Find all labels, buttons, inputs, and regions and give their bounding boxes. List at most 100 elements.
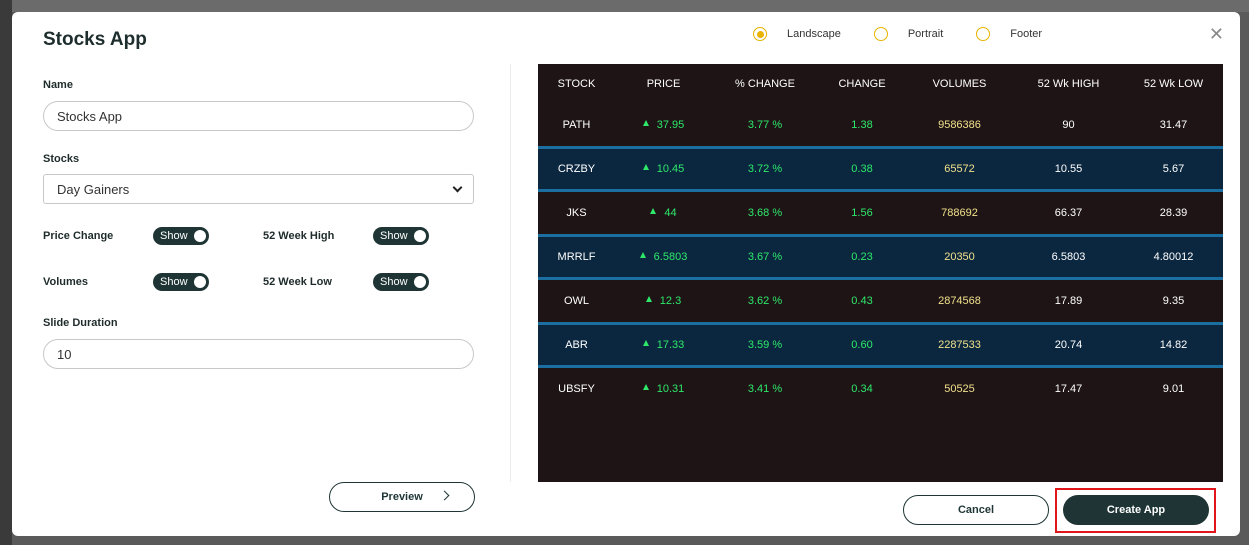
header-stock: STOCK bbox=[557, 78, 596, 90]
up-arrow-icon bbox=[642, 384, 649, 390]
week-low-label: 52 Week Low bbox=[263, 276, 332, 288]
price-value: 10.45 bbox=[656, 163, 685, 175]
slide-duration-input[interactable]: 10 bbox=[43, 339, 474, 369]
table-body: PATH 37.95 3.77 % 1.38 9586386 90 31.47 CRZBY 10… bbox=[538, 104, 1223, 410]
cell-change: 0.23 bbox=[851, 251, 873, 263]
cell-pct-change: 3.67 % bbox=[747, 251, 783, 263]
cell-volumes: 20350 bbox=[944, 251, 975, 263]
up-arrow-icon bbox=[642, 120, 649, 126]
cell-price: 6.5803 bbox=[615, 251, 712, 263]
cell-pct-change: 3.59 % bbox=[747, 339, 783, 351]
up-arrow-icon bbox=[650, 208, 657, 214]
table-row: PATH 37.95 3.77 % 1.38 9586386 90 31.47 bbox=[538, 104, 1223, 146]
header-52wk-high: 52 Wk HIGH bbox=[1037, 78, 1100, 90]
backdrop bbox=[0, 0, 1249, 12]
cell-volumes: 9586386 bbox=[938, 119, 981, 131]
cell-change: 1.56 bbox=[851, 207, 873, 219]
slide-duration-label: Slide Duration bbox=[43, 317, 118, 329]
cell-price: 12.3 bbox=[615, 295, 712, 307]
cell-stock: UBSFY bbox=[558, 383, 595, 395]
header-pct-change: % CHANGE bbox=[735, 78, 795, 90]
volumes-label: Volumes bbox=[43, 276, 89, 288]
backdrop-left bbox=[0, 0, 12, 545]
price-value: 6.5803 bbox=[653, 251, 688, 263]
cell-price: 10.31 bbox=[615, 383, 712, 395]
up-arrow-icon bbox=[642, 164, 649, 170]
cell-pct-change: 3.77 % bbox=[747, 119, 783, 131]
up-arrow-icon bbox=[642, 340, 649, 346]
volumes-toggle[interactable]: Show bbox=[153, 273, 209, 291]
table-row: MRRLF 6.5803 3.67 % 0.23 20350 6.5803 4.80012 bbox=[538, 234, 1223, 280]
name-input[interactable]: Stocks App bbox=[43, 101, 474, 131]
week-high-label: 52 Week High bbox=[263, 230, 335, 242]
name-label: Name bbox=[43, 79, 73, 91]
radio-footer-label: Footer bbox=[1010, 28, 1043, 40]
cell-change: 0.38 bbox=[851, 163, 873, 175]
dialog-title: Stocks App bbox=[43, 29, 147, 50]
cell-52wk-high: 6.5803 bbox=[1051, 251, 1086, 263]
cell-stock: JKS bbox=[566, 207, 587, 219]
create-app-button[interactable]: Create App bbox=[1063, 495, 1209, 525]
price-value: 12.3 bbox=[659, 295, 682, 307]
chevron-down-icon bbox=[452, 182, 463, 192]
cell-52wk-low: 9.35 bbox=[1162, 295, 1185, 307]
price-change-toggle-label: Show bbox=[160, 230, 188, 242]
volumes-toggle-label: Show bbox=[160, 276, 188, 288]
cell-52wk-low: 9.01 bbox=[1162, 383, 1185, 395]
stocks-select[interactable]: Day Gainers bbox=[43, 174, 474, 204]
week-high-toggle-label: Show bbox=[380, 230, 408, 242]
week-high-toggle[interactable]: Show bbox=[373, 227, 429, 245]
cell-change: 0.43 bbox=[851, 295, 873, 307]
cell-52wk-high: 20.74 bbox=[1054, 339, 1083, 351]
radio-portrait-label: Portrait bbox=[907, 28, 944, 40]
table-row: CRZBY 10.45 3.72 % 0.38 65572 10.55 5.67 bbox=[538, 146, 1223, 192]
cell-price: 17.33 bbox=[615, 339, 712, 351]
cell-52wk-high: 66.37 bbox=[1054, 207, 1083, 219]
price-change-label: Price Change bbox=[43, 230, 114, 242]
radio-landscape[interactable]: Landscape bbox=[753, 27, 841, 41]
cell-stock: ABR bbox=[565, 339, 588, 351]
cell-price: 37.95 bbox=[615, 119, 712, 131]
cell-pct-change: 3.72 % bbox=[747, 163, 783, 175]
table-row: OWL 12.3 3.62 % 0.43 2874568 17.89 9.35 bbox=[538, 280, 1223, 322]
cell-volumes: 65572 bbox=[944, 163, 975, 175]
price-change-toggle[interactable]: Show bbox=[153, 227, 209, 245]
toggle-knob bbox=[194, 230, 206, 242]
cell-52wk-high: 10.55 bbox=[1054, 163, 1083, 175]
radio-landscape-label: Landscape bbox=[787, 28, 841, 40]
toggle-knob bbox=[414, 230, 426, 242]
cell-volumes: 788692 bbox=[941, 207, 978, 219]
price-value: 37.95 bbox=[656, 119, 685, 131]
cancel-button[interactable]: Cancel bbox=[903, 495, 1049, 525]
week-low-toggle[interactable]: Show bbox=[373, 273, 429, 291]
radio-footer-indicator[interactable] bbox=[976, 27, 991, 41]
week-low-toggle-label: Show bbox=[380, 276, 408, 288]
toggle-knob bbox=[414, 276, 426, 288]
cell-52wk-low: 4.80012 bbox=[1153, 251, 1194, 263]
close-icon[interactable]: ✕ bbox=[1208, 24, 1224, 44]
cell-pct-change: 3.41 % bbox=[747, 383, 783, 395]
cell-52wk-low: 31.47 bbox=[1159, 119, 1188, 131]
cell-52wk-high: 90 bbox=[1062, 119, 1075, 131]
radio-footer[interactable]: Footer bbox=[976, 27, 1042, 41]
cell-stock: OWL bbox=[563, 295, 590, 307]
cell-stock: PATH bbox=[562, 119, 591, 131]
header-volumes: VOLUMES bbox=[932, 78, 987, 90]
chevron-right-icon bbox=[439, 490, 450, 501]
toggle-knob bbox=[194, 276, 206, 288]
cell-stock: CRZBY bbox=[557, 163, 596, 175]
radio-portrait-indicator[interactable] bbox=[873, 27, 888, 41]
preview-button[interactable]: Preview bbox=[329, 482, 475, 512]
cell-change: 0.60 bbox=[851, 339, 873, 351]
orientation-radio-group: Landscape Portrait Footer bbox=[753, 27, 1075, 41]
stocks-label: Stocks bbox=[43, 153, 80, 165]
cell-pct-change: 3.62 % bbox=[747, 295, 783, 307]
radio-landscape-indicator[interactable] bbox=[753, 27, 767, 41]
cell-price: 10.45 bbox=[615, 163, 712, 175]
cell-52wk-high: 17.89 bbox=[1054, 295, 1083, 307]
cell-volumes: 50525 bbox=[944, 383, 975, 395]
cell-change: 0.34 bbox=[851, 383, 873, 395]
cell-52wk-low: 14.82 bbox=[1159, 339, 1188, 351]
cell-stock: MRRLF bbox=[557, 251, 596, 263]
radio-portrait[interactable]: Portrait bbox=[873, 27, 944, 41]
